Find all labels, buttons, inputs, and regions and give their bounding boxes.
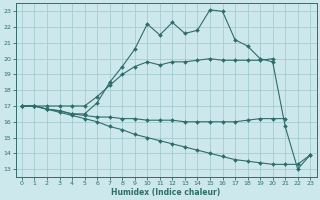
X-axis label: Humidex (Indice chaleur): Humidex (Indice chaleur) [111, 188, 221, 197]
